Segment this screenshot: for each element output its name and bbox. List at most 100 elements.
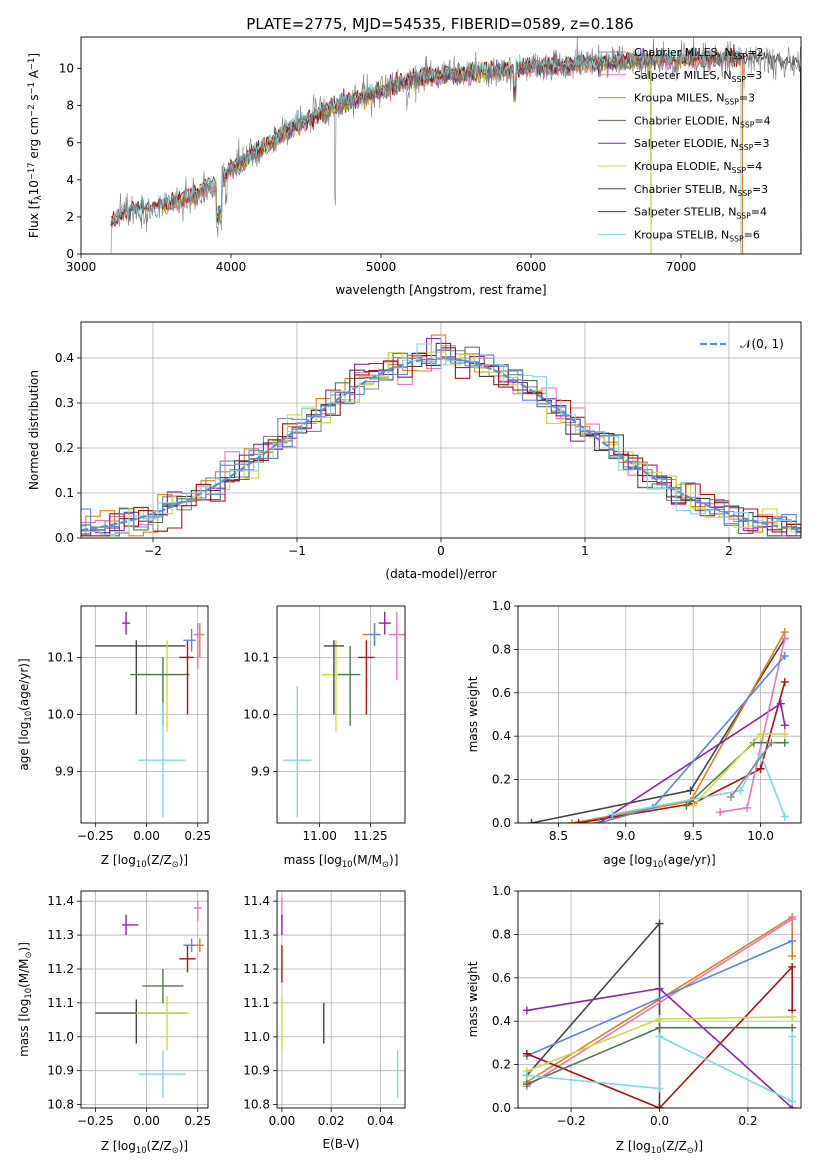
label-part: s [27, 94, 41, 104]
label-part: (M/M [17, 958, 31, 987]
x-tick-label: 0 [437, 544, 445, 558]
plus-marker [756, 764, 765, 773]
label-part: (Z/Z [147, 1139, 172, 1153]
x-tick-label: 0.25 [184, 1114, 211, 1128]
label-part: SSP [740, 120, 755, 129]
plot-area [527, 628, 789, 823]
y-tick-label: 10.0 [47, 708, 74, 722]
weight-line [612, 751, 786, 817]
plus-marker [682, 801, 691, 810]
label-part: (Z/Z [662, 1139, 687, 1153]
label-part: λ [33, 195, 43, 200]
y-tick-label: 10.9 [47, 1064, 74, 1078]
weight-line [526, 964, 793, 1108]
plus-marker [726, 792, 735, 801]
y-axis-label: Normed distribution [27, 370, 41, 490]
weight-line [526, 940, 793, 1057]
plot-area [95, 611, 204, 818]
plus-marker [689, 801, 698, 810]
y-tick-label: 0.2 [492, 773, 511, 787]
label-part: 10 [342, 859, 353, 869]
y-tick-label: 0.0 [492, 1101, 511, 1115]
x-axis-label: (data-model)/error [385, 567, 496, 581]
label-part: Salpeter MILES, N [634, 69, 732, 82]
panel-age_vs_Z: −0.25 0.00 0.259.910.010.1Z [log10(Z/Z⊙)]a… [17, 605, 211, 869]
x-tick-label: 0.00 [269, 1114, 296, 1128]
y-tick-label: 0.4 [55, 351, 74, 365]
legend-entry: Kroupa STELIB, NSSP=6 [634, 228, 760, 243]
label-part: (age/yr)] [17, 658, 31, 710]
weight-line [526, 918, 793, 1087]
x-tick-label: −2 [144, 544, 162, 558]
label-part: Z [log [101, 853, 136, 867]
label-part: =3 [753, 137, 769, 150]
plus-marker [736, 786, 745, 795]
plus-marker [686, 786, 695, 795]
y-tick-label: 11.2 [47, 962, 74, 976]
label-part: SSP [729, 234, 744, 243]
y-tick-label: 11.3 [243, 928, 270, 942]
axes-frame [80, 605, 209, 824]
y-tick-label: 0.1 [55, 486, 74, 500]
label-part: 10 [136, 859, 147, 869]
x-tick-label: −1 [288, 544, 306, 558]
label-part: =2 [747, 46, 763, 59]
plus-marker [522, 1049, 531, 1058]
label-part: SSP [732, 166, 747, 175]
label-part: SSP [732, 75, 747, 84]
label-part: ⊙ [172, 1145, 179, 1155]
plot-area [522, 913, 797, 1108]
panel-weight_vs_age: 8.5 9.0 9.5 10.0 0.0 0.2 0.4 0.6 0.8 1.0 age [log1… [466, 599, 802, 869]
axes-frame [517, 605, 802, 824]
x-tick-label: 0.2 [738, 1114, 757, 1128]
y-tick-label: 9.9 [251, 765, 270, 779]
x-tick-label: 1 [581, 544, 589, 558]
label-part: (Z/Z [147, 853, 172, 867]
panel-mass_vs_Z: −0.25 0.00 0.25 10.8 10.9 11.0 11.1 11.2 11.3 11.… [17, 890, 211, 1155]
x-tick-label: 8.5 [549, 829, 568, 843]
model-spectrum-line [215, 51, 652, 254]
label-part: Z [log [616, 1139, 651, 1153]
observed-spectrum-line [110, 37, 801, 254]
plus-marker [788, 1097, 797, 1106]
x-tick-label: −0.25 [77, 829, 114, 843]
label-part: SSP [738, 189, 753, 198]
label-part: ⊙ [382, 859, 389, 869]
legend-entry: Chabrier MILES, NSSP=2 [634, 46, 763, 61]
axes-frame [276, 890, 406, 1109]
legend-entry: 𝒩(0, 1) [740, 337, 784, 351]
plus-marker [608, 810, 617, 819]
label-part: =3 [752, 183, 768, 196]
panel-weight_vs_Z: −0.2 0.0 0.2 0.0 0.2 0.4 0.6 0.8 1.0 Z [log10(Z/Z… [466, 884, 802, 1155]
plus-marker [522, 1071, 531, 1080]
y-tick-label: 11.2 [243, 962, 270, 976]
y-tick-label: 11.0 [47, 1030, 74, 1044]
label-part: −2 [26, 104, 36, 116]
plus-marker [788, 1012, 797, 1021]
y-tick-label: 0.4 [492, 1014, 511, 1028]
plus-marker [780, 651, 789, 660]
x-tick-label: 6000 [516, 260, 547, 274]
legend-entry: Kroupa ELODIE, NSSP=4 [634, 160, 762, 175]
plus-marker [567, 819, 576, 823]
label-part: 10 [651, 1145, 662, 1155]
x-tick-label: 0.0 [650, 1114, 669, 1128]
plus-marker [655, 1032, 664, 1041]
label-part: Salpeter ELODIE, N [634, 137, 739, 150]
x-tick-label: 4000 [216, 260, 247, 274]
weight-line [719, 638, 786, 813]
axes-frame [80, 890, 209, 1109]
plus-marker [788, 915, 797, 924]
label-part: Flux [f [27, 200, 41, 238]
panel-mass_vs_ebv: 0.00 0.02 0.04 10.8 10.9 11.0 11.1 11.2 11.3 11.4… [243, 890, 406, 1151]
y-tick-label: 10 [59, 62, 74, 76]
x-tick-label: 0.00 [133, 1114, 160, 1128]
plot-area [283, 611, 405, 818]
plus-marker [527, 819, 536, 823]
label-part: =4 [754, 114, 770, 127]
axes-frame [276, 605, 406, 824]
label-part: Z [log [101, 1139, 136, 1153]
label-part: A [27, 69, 41, 82]
label-part: −17 [26, 162, 36, 180]
